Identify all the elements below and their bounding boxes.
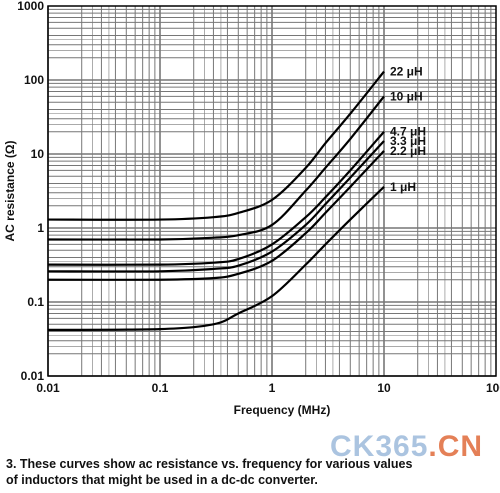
grid-lines [47,6,496,377]
x-axis-label: Frequency (MHz) [234,403,331,417]
series-label: 1 μH [390,180,416,194]
series-label: 4.7 μH [390,125,426,139]
series-line [47,140,385,273]
series-curves [47,70,385,331]
x-tick-label: 0.1 [152,381,169,395]
x-tick-label: 1 [269,381,276,395]
watermark-logo: CK365.CN [330,430,483,464]
y-tick-label: 1 [37,221,44,235]
caption-line-2: of inductors that might be used in a dc-… [6,473,318,487]
series-line [47,131,385,266]
watermark-accent: .CN [428,430,484,463]
x-tick-label: 10 [377,381,391,395]
watermark-main: CK365 [330,430,429,463]
x-tick-label: 0.01 [36,381,60,395]
series-label: 2.2 μH [390,144,426,158]
series-label: 3.3 μH [390,134,426,148]
series-label: 10 μH [390,89,423,103]
y-tick-label: 100 [24,73,44,87]
series-line [47,186,385,331]
y-axis-label: AC resistance (Ω) [3,141,17,242]
series-label: 22 μH [390,65,423,79]
y-tick-label: 0.1 [27,295,44,309]
series-labels: 22 μH 10 μH 4.7 μH3.3 μH2.2 μH 1 μH [390,65,426,194]
series-line [47,70,385,221]
plot-area-frame [47,5,497,377]
y-tick-label: 1000 [17,0,44,13]
x-tick-label: 100 [486,381,500,395]
series-line [47,150,385,281]
axis-ticks: 0.01 0.1 1 10 100 0.01 0.1 1 10 100 1000 [17,0,500,395]
figure-caption: 3. These curves show ac resistance vs. f… [6,456,496,488]
caption-line-1: 3. These curves show ac resistance vs. f… [6,457,413,471]
series-line [47,95,385,241]
y-tick-label: 0.01 [21,369,45,383]
y-tick-label: 10 [31,147,45,161]
